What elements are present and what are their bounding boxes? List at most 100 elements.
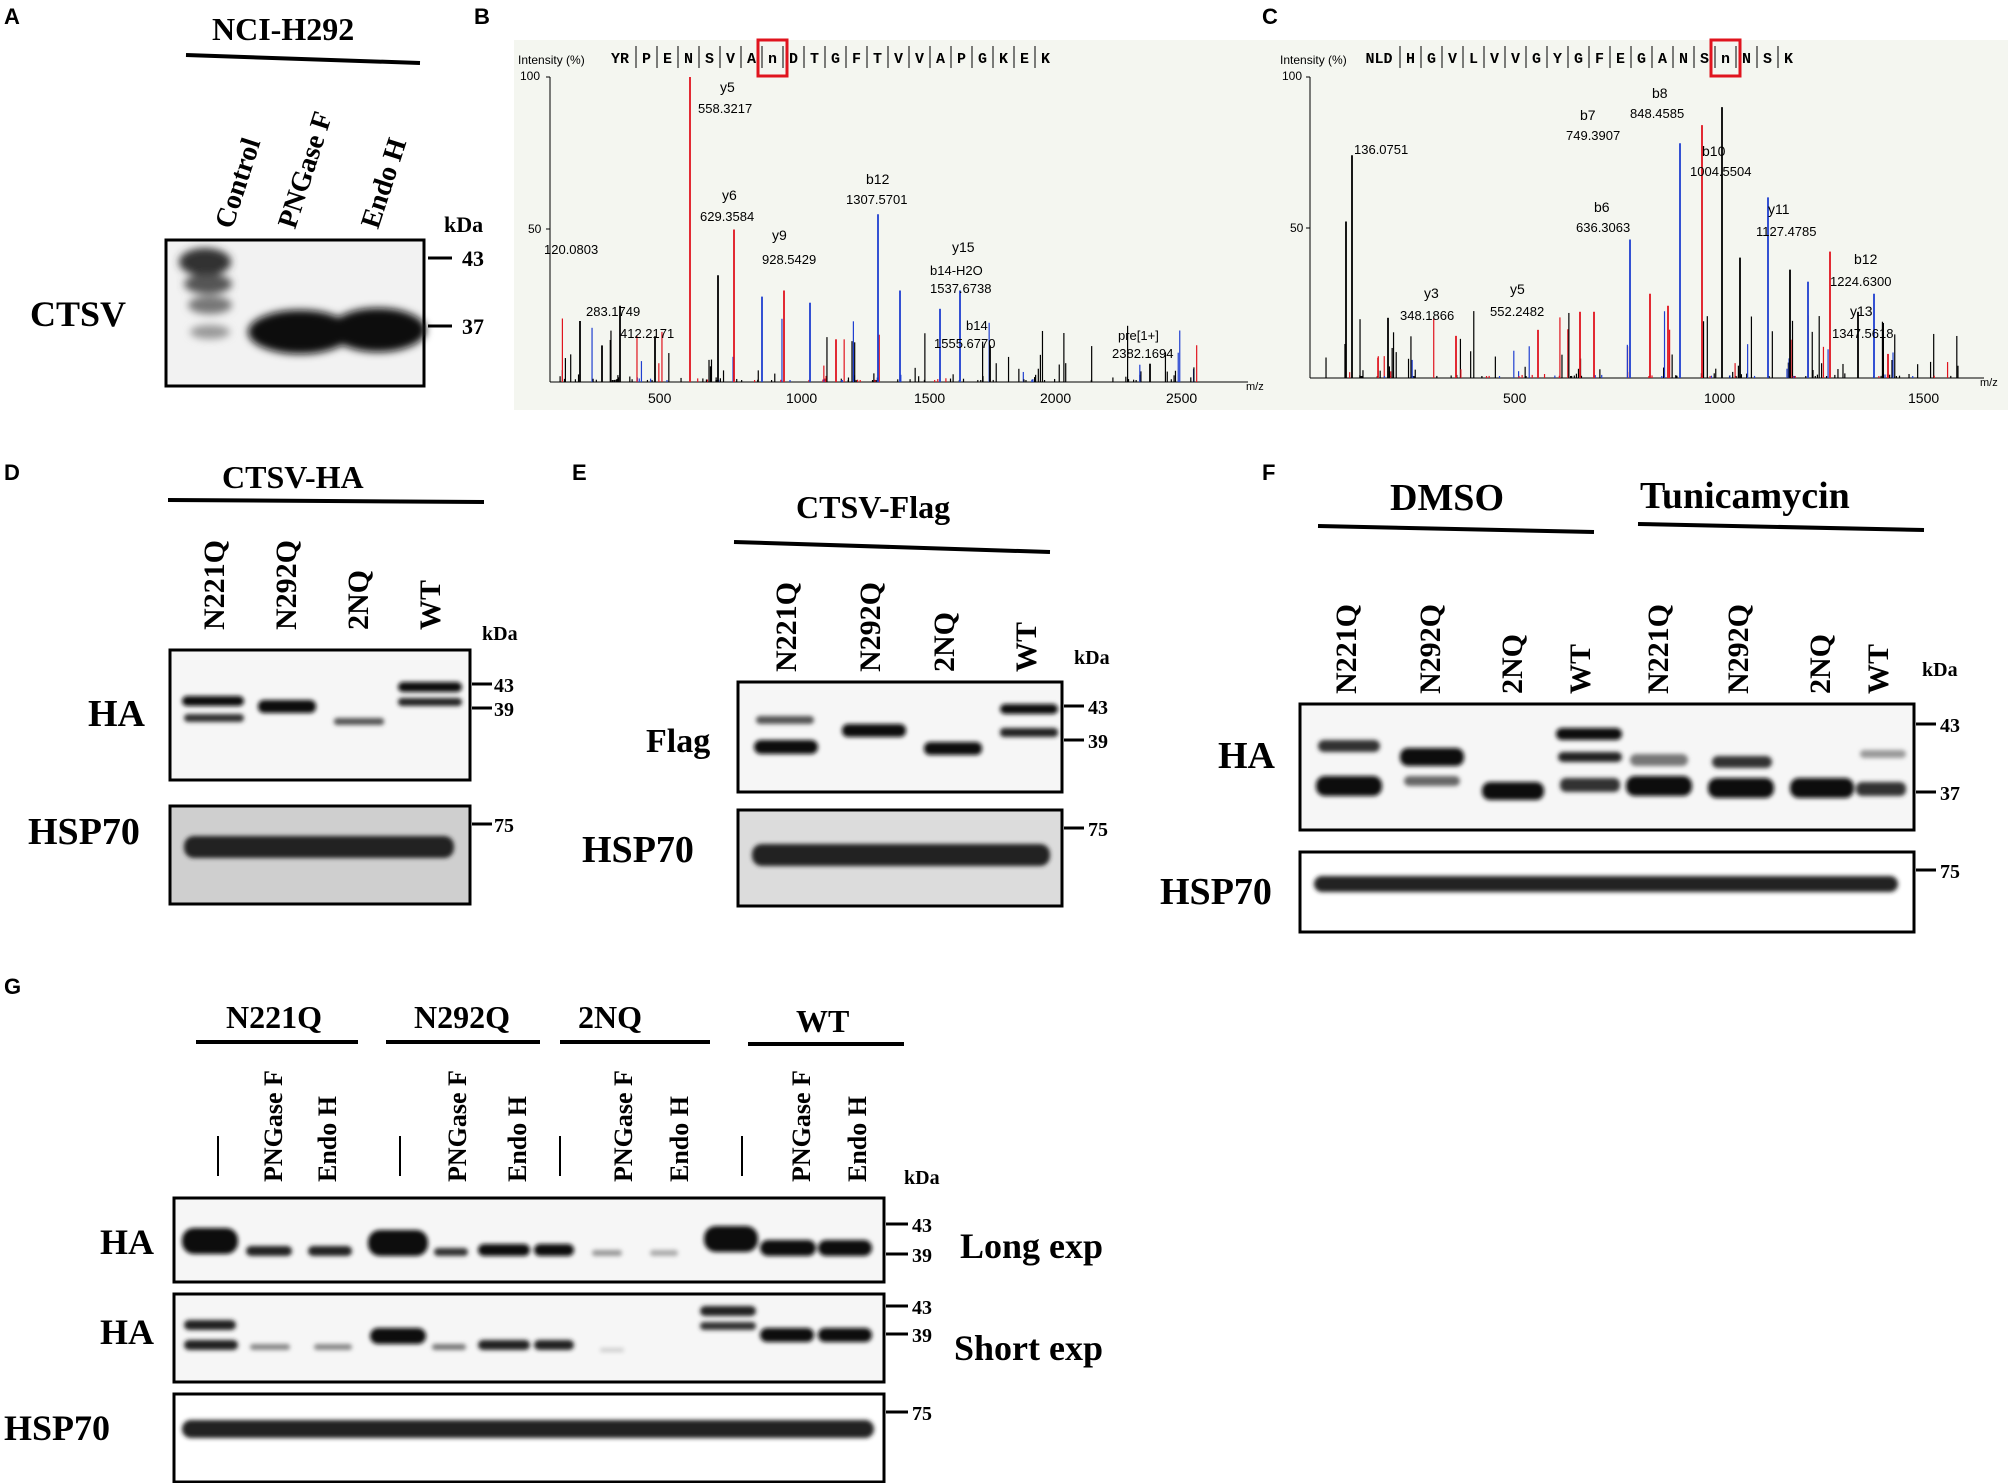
b-label-y6-mz: 629.3584: [700, 209, 754, 224]
c-label-y5-ion: y5: [1510, 281, 1525, 297]
panel-e-marker-39: 39: [1088, 731, 1108, 753]
c-label-y13-ion: y13: [1850, 303, 1873, 319]
c-label-b8-ion: b8: [1652, 85, 1668, 101]
panel-g-lane-2: PNGase F: [259, 1070, 288, 1182]
panel-g-lane-6: Endo H: [503, 1096, 532, 1182]
panel-c-seq-residue: H: [1406, 51, 1415, 68]
panel-b-ytick-50: 50: [528, 222, 542, 236]
panel-f-lane-7: 2NQ: [1804, 634, 1837, 694]
panel-c-seq-residue: G: [1532, 51, 1541, 68]
panel-f-lane-6: N292Q: [1722, 604, 1755, 694]
panel-b-seq-residue: G: [978, 51, 987, 68]
panel-b-seq-residue: V: [726, 51, 735, 68]
b-label-b12-ion: b12: [866, 171, 890, 187]
panel-b-seq-residue: G: [831, 51, 840, 68]
panel-g-lanes: PNGase F Endo H PNGase F Endo H PNGase F…: [217, 1070, 872, 1182]
panel-c-peak-labels: 136.0751 y3 348.1866 y5 552.2482 b6 636.…: [1354, 85, 1893, 341]
panel-c-seq-residue: G: [1574, 51, 1583, 68]
panel-g-group-2: N292Q: [414, 999, 510, 1035]
b-label-412: 412.2171: [620, 326, 674, 341]
panel-g-long-marker-39: 39: [912, 1245, 932, 1267]
panel-b-xtick-1500: 1500: [914, 390, 945, 406]
panel-g-lane-9: Endo H: [665, 1096, 694, 1182]
b-label-b14h2o-mz: 1537.6738: [930, 281, 991, 296]
panel-b-xlabel: m/z: [1246, 381, 1264, 393]
panel-f-row-ha: HA: [1218, 735, 1276, 777]
panel-f-group-dmso: DMSO: [1390, 477, 1504, 519]
panel-e-lane-4: WT: [1010, 622, 1043, 672]
panel-d-kda-label: kDa: [482, 623, 518, 645]
panel-a-blot: [164, 238, 426, 388]
panel-letter-g: G: [4, 974, 21, 999]
panel-c-seq-residue: G: [1427, 51, 1436, 68]
panel-e-kda-label: kDa: [1074, 647, 1110, 669]
panel-d-title: CTSV-HA: [222, 459, 364, 495]
panel-d-lane-4: WT: [414, 580, 447, 630]
panel-f-blot-hsp70: [1298, 850, 1916, 934]
panel-c-ylabel: Intensity (%): [1280, 53, 1347, 67]
panel-b-ylabel: Intensity (%): [518, 53, 585, 67]
panel-f-lanes: N221Q N292Q 2NQ WT N221Q N292Q 2NQ WT: [1330, 604, 1895, 694]
panel-b-seq-residue: F: [852, 51, 861, 68]
panel-g-lane-5: PNGase F: [443, 1070, 472, 1182]
panel-b-seq-residue: P: [642, 51, 651, 68]
panel-c-xtick-1500: 1500: [1908, 390, 1939, 406]
panel-g: G N221Q N292Q 2NQ WT PNGase F Endo H PNG…: [4, 974, 1103, 1483]
panel-b-seq-residue: V: [894, 51, 903, 68]
panel-g-blot-long: [172, 1196, 886, 1284]
panel-letter-b: B: [474, 4, 490, 29]
panel-g-row-ha-long: HA: [100, 1222, 154, 1262]
c-label-y13-mz: 1347.5618: [1832, 326, 1893, 341]
panel-c-seq-residue: NLD: [1365, 51, 1392, 68]
b-label-y5-mz: 558.3217: [698, 101, 752, 116]
panel-b-seq-residue: T: [810, 51, 819, 68]
panel-b-ytick-100: 100: [520, 69, 540, 83]
panel-d-row-hsp70: HSP70: [28, 811, 140, 853]
panel-e-lane-1: N221Q: [770, 582, 803, 672]
panel-a-kda-label: kDa: [444, 212, 483, 237]
b-label-y6-ion: y6: [722, 187, 737, 203]
c-label-y3-ion: y3: [1424, 285, 1439, 301]
panel-b-xtick-2500: 2500: [1166, 390, 1197, 406]
panel-d: D CTSV-HA N221Q N292Q 2NQ WT kDa HA HSP7…: [4, 459, 518, 906]
panel-c-seq-residue: N: [1679, 51, 1688, 68]
panel-b-seq-residue: T: [873, 51, 882, 68]
panel-g-marker-75: 75: [912, 1403, 932, 1425]
panel-a-lane-1: Control: [209, 134, 267, 232]
b-label-b14-ion: b14: [966, 318, 988, 333]
panel-c-seq-residue: Y: [1553, 51, 1562, 68]
panel-f-lane-8: WT: [1862, 644, 1895, 694]
c-label-b6-mz: 636.3063: [1576, 220, 1630, 235]
panel-g-group-1: N221Q: [226, 999, 322, 1035]
panel-f-row-hsp70: HSP70: [1160, 871, 1272, 913]
b-label-b14-mz: 1555.6770: [934, 336, 995, 351]
panel-b-seq-residue: S: [705, 51, 714, 68]
panel-g-lane-8: PNGase F: [609, 1070, 638, 1182]
panel-d-blot-hsp70: [168, 804, 472, 906]
panel-c-seq-residue: A: [1658, 51, 1667, 68]
panel-g-exposure-long: Long exp: [960, 1226, 1103, 1266]
c-label-y11-ion: y11: [1768, 201, 1790, 217]
c-label-b8-mz: 848.4585: [1630, 106, 1684, 121]
panel-d-lane-3: 2NQ: [342, 570, 375, 630]
panel-a-lane-3: Endo H: [355, 134, 413, 232]
panel-e-blot-flag: [736, 680, 1064, 794]
panel-a-marker-37: 37: [462, 314, 484, 339]
panel-c-seq-residue: L: [1469, 51, 1478, 68]
panel-f-lane-2: N292Q: [1414, 604, 1447, 694]
panel-g-long-marker-43: 43: [912, 1215, 932, 1237]
panel-d-row-ha: HA: [88, 693, 146, 735]
panel-c-seq-residue: n: [1721, 51, 1730, 68]
c-label-b10-ion: b10: [1702, 143, 1726, 159]
panel-c-glycosite-highlight: [1709, 38, 1742, 78]
panel-d-marker-43: 43: [494, 675, 514, 697]
c-label-b6-ion: b6: [1594, 199, 1610, 215]
panel-f-group-tunicamycin: Tunicamycin: [1640, 475, 1850, 517]
panel-d-blot-ha: [168, 648, 472, 782]
panel-e-marker-43: 43: [1088, 697, 1108, 719]
panel-c-seq-residue: V: [1511, 51, 1520, 68]
panel-c-seq-residue: N: [1742, 51, 1751, 68]
panel-g-group-3: 2NQ: [578, 999, 642, 1035]
